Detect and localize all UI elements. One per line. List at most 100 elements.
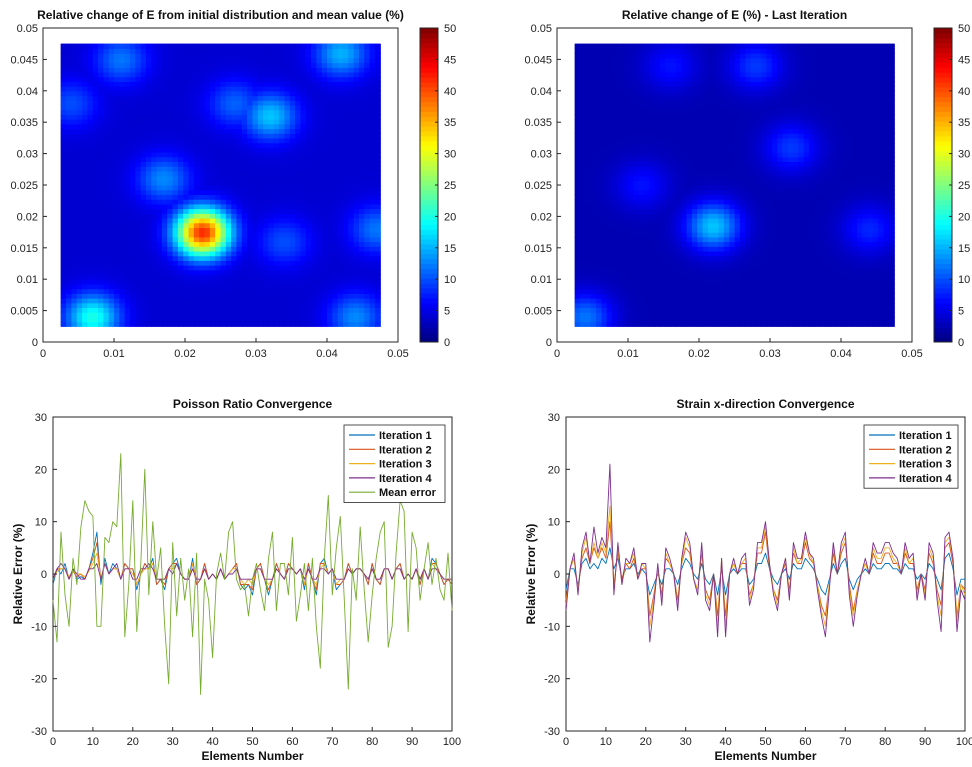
heatmap-cell xyxy=(172,250,179,257)
heatmap-cell xyxy=(263,57,270,64)
heatmap-cell xyxy=(119,274,126,280)
heatmap-cell xyxy=(220,269,227,276)
heatmap-cell xyxy=(199,255,206,261)
heatmap-cell xyxy=(300,170,307,177)
heatmap-cell xyxy=(268,312,275,318)
heatmap-cell xyxy=(353,265,360,271)
heatmap-cell xyxy=(225,217,232,224)
heatmap-cell xyxy=(172,307,179,313)
heatmap-cell xyxy=(321,316,328,323)
heatmap-cell xyxy=(665,119,672,125)
heatmap-cell xyxy=(60,109,67,115)
heatmap-cell xyxy=(295,279,301,285)
heatmap-cell xyxy=(622,137,629,144)
heatmap-cell xyxy=(574,189,581,196)
heatmap-cell xyxy=(638,152,645,158)
colorbar-segment xyxy=(420,224,438,230)
heatmap-cell xyxy=(596,133,602,139)
heatmap-cell xyxy=(236,208,243,214)
heatmap-cell xyxy=(590,222,597,228)
heatmap-cell xyxy=(633,288,640,294)
heatmap-cell xyxy=(66,175,72,181)
heatmap-cell xyxy=(92,199,99,205)
heatmap-cell xyxy=(654,76,661,82)
heatmap-cell xyxy=(675,147,682,153)
heatmap-cell xyxy=(279,104,285,111)
heatmap-cell xyxy=(580,62,586,68)
heatmap-cell xyxy=(140,288,147,294)
heatmap-cell xyxy=(289,180,296,186)
heatmap-cell xyxy=(289,279,296,285)
heatmap-cell xyxy=(342,123,349,130)
heatmap-cell xyxy=(327,321,333,327)
heatmap-cell xyxy=(236,175,243,181)
heatmap-cell xyxy=(279,246,285,252)
heatmap-cell xyxy=(364,307,371,313)
heatmap-cell xyxy=(633,133,640,139)
heatmap-cell xyxy=(273,307,280,313)
heatmap-cell xyxy=(305,104,312,111)
heatmap-cell xyxy=(289,147,296,153)
colorbar-segment xyxy=(420,278,438,284)
heatmap-cell xyxy=(247,246,254,252)
heatmap-cell xyxy=(231,109,238,115)
heatmap-cell xyxy=(177,142,184,148)
heatmap-cell xyxy=(241,269,248,276)
heatmap-cell xyxy=(273,180,280,186)
heatmap-cell xyxy=(114,274,120,280)
heatmap-cell xyxy=(82,298,88,304)
heatmap-cell xyxy=(263,95,270,101)
heatmap-cell xyxy=(167,43,174,50)
heatmap-cell xyxy=(268,53,275,59)
heatmap-cell xyxy=(374,250,381,257)
heatmap-cell xyxy=(284,241,291,247)
heatmap-cell xyxy=(76,269,83,276)
heatmap-cell xyxy=(353,293,360,299)
heatmap-cell xyxy=(675,161,682,167)
heatmap-cell xyxy=(236,321,243,327)
heatmap-cell xyxy=(590,100,597,106)
heatmap-cell xyxy=(161,119,168,125)
heatmap-cell xyxy=(643,269,650,276)
heatmap-cell xyxy=(643,175,650,181)
heatmap-cell xyxy=(279,279,285,285)
heatmap-cell xyxy=(284,133,291,139)
heatmap-cell xyxy=(183,48,190,54)
heatmap-cell xyxy=(327,114,333,120)
heatmap-cell xyxy=(659,53,666,59)
heatmap-cell xyxy=(358,90,365,97)
heatmap-cell xyxy=(108,43,115,50)
heatmap-cell xyxy=(119,185,126,191)
heatmap-cell xyxy=(596,222,602,228)
heatmap-cell xyxy=(209,152,216,158)
colorbar-segment xyxy=(420,288,438,294)
heatmap-cell xyxy=(670,260,677,266)
heatmap-cell xyxy=(675,67,682,73)
heatmap-cell xyxy=(374,312,381,318)
heatmap-cell xyxy=(606,241,613,247)
heatmap-cell xyxy=(177,81,184,87)
heatmap-cell xyxy=(612,199,618,205)
heatmap-cell xyxy=(638,241,645,247)
heatmap-cell xyxy=(300,57,307,64)
heatmap-cell xyxy=(353,250,360,257)
heatmap-cell xyxy=(374,109,381,115)
y-tick-label: 0.035 xyxy=(10,117,38,129)
heatmap-cell xyxy=(649,279,656,285)
heatmap-cell xyxy=(60,71,67,78)
heatmap-cell xyxy=(284,293,291,299)
heatmap-cell xyxy=(622,43,629,50)
heatmap-cell xyxy=(177,302,184,309)
heatmap-cell xyxy=(225,194,232,200)
heatmap-cell xyxy=(135,170,142,177)
heatmap-cell xyxy=(145,95,152,101)
heatmap-cell xyxy=(71,232,78,238)
heatmap-cell xyxy=(236,142,243,148)
heatmap-cell xyxy=(311,255,317,261)
heatmap-cell xyxy=(327,142,333,148)
heatmap-cell xyxy=(92,152,99,158)
heatmap-cell xyxy=(220,133,227,139)
heatmap-cell xyxy=(574,265,581,271)
heatmap-cell xyxy=(681,222,688,228)
heatmap-cell xyxy=(193,104,200,111)
